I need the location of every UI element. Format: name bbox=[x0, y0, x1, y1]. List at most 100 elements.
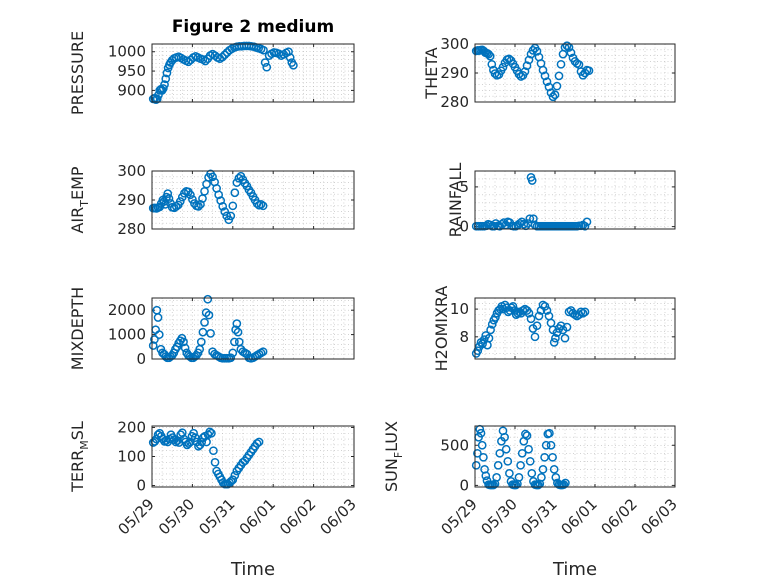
data-point bbox=[220, 207, 230, 216]
data-point bbox=[153, 313, 163, 322]
y-tick-label: 1000 bbox=[108, 43, 146, 61]
data-point bbox=[209, 446, 218, 456]
data-point bbox=[473, 346, 483, 356]
data-point bbox=[530, 332, 540, 342]
data-point bbox=[232, 319, 242, 328]
data-point bbox=[551, 473, 561, 482]
data-point bbox=[228, 348, 238, 358]
chart-title: Figure 2 medium bbox=[172, 17, 334, 37]
y-tick-label: 300 bbox=[440, 35, 469, 53]
data-point bbox=[190, 433, 200, 442]
data-point bbox=[499, 218, 509, 227]
data-point bbox=[258, 347, 268, 357]
x-tick-label: 05/31 bbox=[518, 495, 561, 538]
data-point bbox=[231, 325, 240, 335]
data-point bbox=[525, 214, 535, 224]
axes-border bbox=[474, 425, 676, 488]
data-point bbox=[476, 428, 486, 438]
data-point bbox=[188, 195, 197, 204]
data-point bbox=[562, 41, 572, 51]
plot-area bbox=[474, 425, 676, 488]
data-point bbox=[200, 318, 209, 327]
y-axis-label: PRESSURE bbox=[68, 31, 87, 115]
data-point bbox=[481, 471, 491, 481]
data-point bbox=[538, 65, 548, 75]
data-point bbox=[471, 460, 481, 470]
data-point bbox=[576, 307, 586, 317]
data-point bbox=[525, 456, 535, 466]
data-point bbox=[517, 448, 527, 458]
data-point bbox=[560, 333, 570, 343]
y-tick-label: 950 bbox=[117, 62, 146, 80]
data-point bbox=[252, 439, 262, 448]
data-point bbox=[486, 325, 495, 335]
data-point bbox=[527, 176, 537, 185]
data-point bbox=[493, 460, 503, 470]
y-tick-label: 290 bbox=[117, 191, 146, 209]
data-point bbox=[226, 211, 236, 221]
data-point bbox=[550, 90, 560, 100]
data-point bbox=[580, 221, 590, 231]
data-point bbox=[196, 337, 206, 347]
data-point bbox=[258, 201, 268, 211]
data-point bbox=[259, 45, 268, 55]
data-point bbox=[487, 59, 497, 69]
data-point bbox=[556, 59, 566, 69]
data-point bbox=[548, 92, 558, 102]
data-point bbox=[526, 314, 536, 324]
data-point bbox=[554, 71, 564, 81]
x-tick-label: 06/01 bbox=[558, 495, 601, 538]
data-point bbox=[473, 448, 482, 458]
x-axis-label: Time bbox=[230, 559, 275, 580]
data-point bbox=[559, 480, 569, 489]
data-point bbox=[207, 428, 216, 438]
data-point bbox=[208, 172, 217, 182]
data-point bbox=[519, 219, 529, 229]
axes-border bbox=[151, 297, 355, 360]
data-point bbox=[527, 469, 537, 478]
data-point bbox=[154, 330, 164, 339]
data-point bbox=[210, 457, 220, 467]
y-tick-label: 1000 bbox=[108, 326, 146, 344]
x-tick-label: 05/31 bbox=[195, 495, 238, 538]
data-point bbox=[552, 81, 562, 91]
y-tick-label: 5 bbox=[459, 178, 469, 196]
data-point bbox=[532, 46, 542, 56]
data-point bbox=[548, 452, 557, 462]
data-point bbox=[220, 50, 230, 60]
x-tick-label: 06/01 bbox=[236, 495, 279, 538]
data-point bbox=[150, 335, 159, 344]
data-point bbox=[544, 82, 554, 92]
data-point bbox=[216, 196, 226, 205]
data-point bbox=[179, 188, 189, 198]
data-point bbox=[505, 469, 514, 478]
x-tick-label: 06/03 bbox=[317, 495, 360, 538]
data-point bbox=[540, 71, 550, 81]
data-point bbox=[256, 200, 266, 209]
data-point bbox=[260, 58, 270, 67]
data-point bbox=[477, 440, 487, 450]
subplot-mixdepth: 0 1000 2000 MIXDEPTH bbox=[68, 287, 355, 370]
data-point bbox=[228, 201, 238, 211]
y-axis-label: AIRTEMP bbox=[68, 166, 91, 233]
data-point bbox=[511, 480, 521, 490]
data-point bbox=[171, 437, 181, 447]
data-point bbox=[516, 460, 525, 470]
data-point bbox=[542, 306, 552, 315]
x-tick-label: 06/03 bbox=[638, 495, 681, 538]
y-axis-label: RAINFALL bbox=[446, 163, 465, 238]
data-point bbox=[289, 60, 298, 70]
axes-border bbox=[151, 43, 355, 103]
y-axis-label: SUNFLUX bbox=[382, 421, 405, 492]
data-point bbox=[206, 329, 215, 338]
y-tick-label: 280 bbox=[117, 220, 146, 238]
data-point bbox=[152, 94, 162, 104]
y-tick-label: 300 bbox=[117, 162, 146, 180]
data-point bbox=[495, 448, 505, 458]
y-tick-label: 0 bbox=[136, 350, 146, 368]
data-point bbox=[498, 62, 508, 72]
y-tick-label: 0 bbox=[459, 218, 469, 236]
data-point bbox=[532, 321, 542, 331]
